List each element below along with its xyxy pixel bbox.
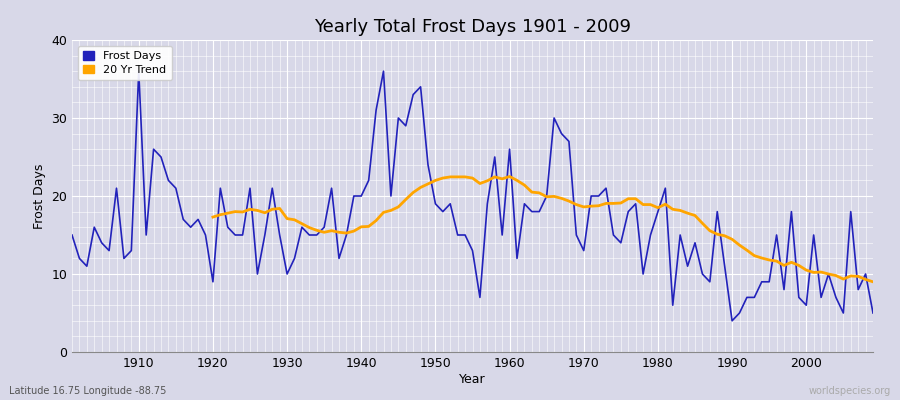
Text: Latitude 16.75 Longitude -88.75: Latitude 16.75 Longitude -88.75 <box>9 386 166 396</box>
Y-axis label: Frost Days: Frost Days <box>32 163 46 229</box>
Title: Yearly Total Frost Days 1901 - 2009: Yearly Total Frost Days 1901 - 2009 <box>314 18 631 36</box>
Legend: Frost Days, 20 Yr Trend: Frost Days, 20 Yr Trend <box>77 46 172 80</box>
X-axis label: Year: Year <box>459 373 486 386</box>
Text: worldspecies.org: worldspecies.org <box>809 386 891 396</box>
